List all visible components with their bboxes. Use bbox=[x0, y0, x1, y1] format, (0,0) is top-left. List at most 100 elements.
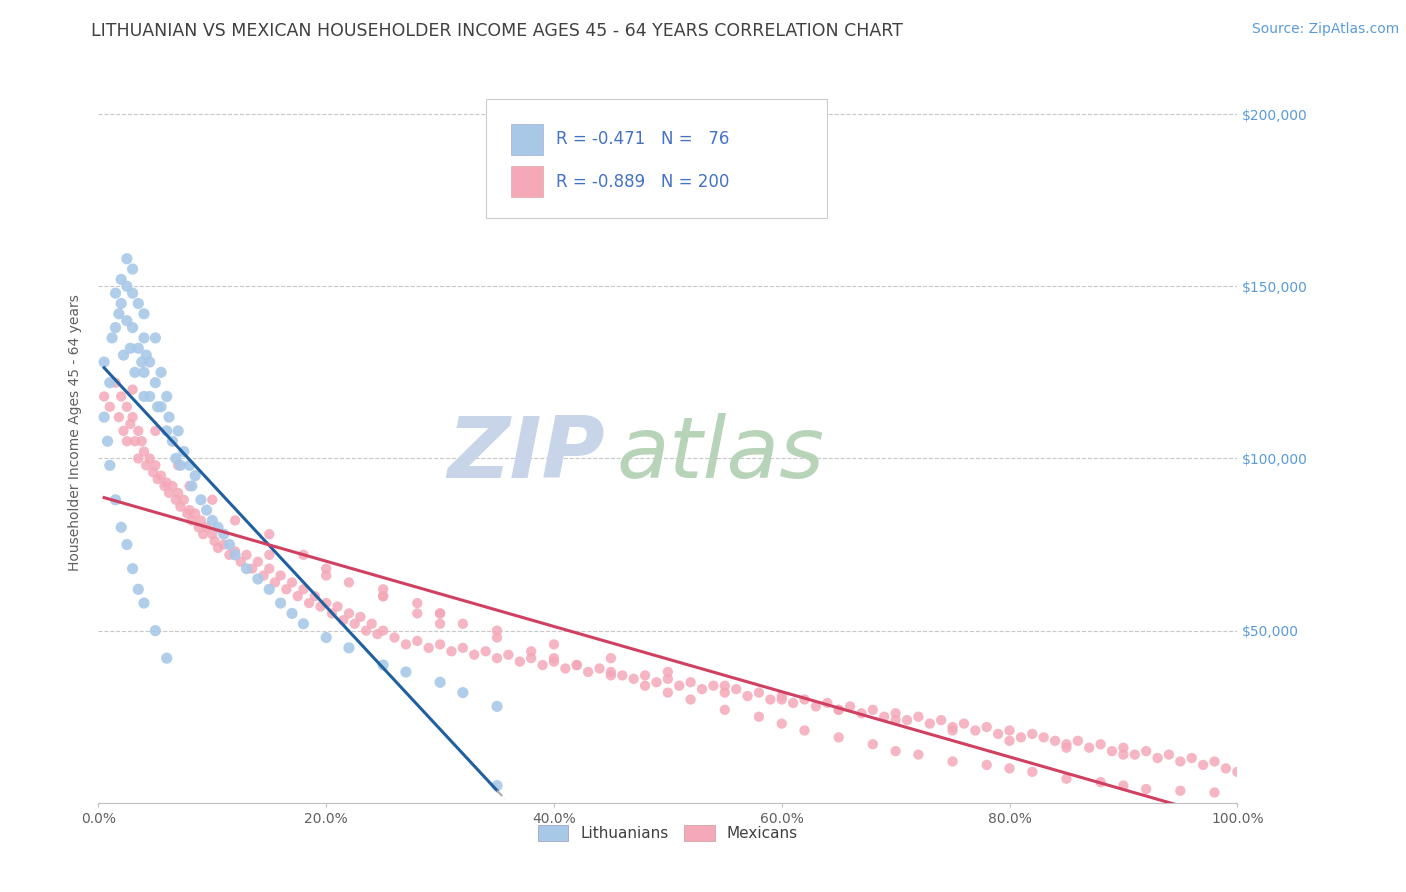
Point bbox=[246, 555, 269, 569]
Point bbox=[395, 665, 418, 679]
Point bbox=[486, 651, 509, 665]
Point bbox=[657, 685, 679, 699]
Point bbox=[138, 389, 160, 403]
Point bbox=[828, 703, 851, 717]
Point bbox=[884, 713, 907, 727]
Point bbox=[354, 624, 377, 638]
Point bbox=[998, 734, 1021, 748]
Point bbox=[98, 376, 121, 390]
Text: ZIP: ZIP bbox=[447, 413, 605, 496]
Point bbox=[770, 716, 793, 731]
Point bbox=[371, 658, 394, 673]
Point bbox=[132, 331, 155, 345]
Point bbox=[315, 568, 337, 582]
Point bbox=[531, 658, 554, 673]
Point bbox=[645, 675, 668, 690]
Point bbox=[287, 589, 309, 603]
Point bbox=[907, 747, 929, 762]
Point bbox=[112, 348, 135, 362]
Point bbox=[612, 668, 634, 682]
Point bbox=[486, 699, 509, 714]
Point bbox=[121, 383, 143, 397]
Point bbox=[145, 331, 167, 345]
Point bbox=[326, 599, 349, 614]
Point bbox=[138, 451, 160, 466]
Text: Source: ZipAtlas.com: Source: ZipAtlas.com bbox=[1251, 22, 1399, 37]
Point bbox=[828, 731, 851, 745]
Point bbox=[184, 507, 207, 521]
Point bbox=[976, 758, 998, 772]
Point bbox=[1054, 772, 1078, 786]
Point bbox=[600, 651, 623, 665]
Point bbox=[115, 314, 138, 328]
Point bbox=[173, 492, 195, 507]
Point bbox=[942, 755, 965, 769]
Point bbox=[110, 389, 132, 403]
Point bbox=[793, 723, 815, 738]
Point bbox=[793, 692, 815, 706]
Point bbox=[146, 400, 169, 414]
Point bbox=[543, 651, 565, 665]
Point bbox=[884, 744, 907, 758]
Point bbox=[132, 444, 155, 458]
Point bbox=[543, 655, 565, 669]
Point bbox=[565, 658, 588, 673]
Point bbox=[371, 624, 394, 638]
Point bbox=[124, 434, 146, 449]
Point bbox=[451, 616, 474, 631]
Point bbox=[127, 296, 149, 310]
Point bbox=[184, 468, 207, 483]
Point bbox=[862, 737, 884, 751]
Point bbox=[690, 682, 713, 697]
Point bbox=[167, 424, 190, 438]
Point bbox=[371, 582, 394, 597]
Point bbox=[131, 355, 153, 369]
Point bbox=[1146, 751, 1168, 765]
Point bbox=[1123, 747, 1146, 762]
Point bbox=[714, 679, 737, 693]
Point bbox=[162, 479, 184, 493]
Point bbox=[770, 692, 793, 706]
Point bbox=[623, 672, 645, 686]
Point bbox=[270, 568, 292, 582]
Point bbox=[179, 458, 201, 473]
Point bbox=[132, 365, 155, 379]
Point bbox=[108, 307, 131, 321]
Point bbox=[1054, 737, 1078, 751]
Point bbox=[474, 644, 496, 658]
Point bbox=[235, 561, 257, 575]
Point bbox=[135, 458, 157, 473]
Point bbox=[224, 513, 246, 527]
Point bbox=[167, 458, 190, 473]
Point bbox=[259, 548, 281, 562]
Point bbox=[1112, 779, 1135, 793]
Point bbox=[406, 596, 429, 610]
Point bbox=[554, 661, 576, 675]
Point bbox=[157, 486, 180, 500]
Point bbox=[828, 703, 851, 717]
Point bbox=[93, 410, 115, 425]
Point bbox=[259, 527, 281, 541]
Point bbox=[281, 575, 304, 590]
Point bbox=[429, 607, 451, 621]
Point bbox=[167, 486, 190, 500]
Point bbox=[153, 479, 176, 493]
Point bbox=[104, 492, 127, 507]
Point bbox=[429, 637, 451, 651]
Point bbox=[987, 727, 1010, 741]
Point bbox=[1170, 783, 1192, 797]
Point bbox=[259, 582, 281, 597]
Point bbox=[115, 252, 138, 266]
Point bbox=[770, 689, 793, 703]
Point bbox=[96, 434, 118, 449]
FancyBboxPatch shape bbox=[485, 99, 827, 218]
Point bbox=[101, 331, 124, 345]
Point bbox=[180, 479, 202, 493]
Point bbox=[679, 692, 702, 706]
Point bbox=[953, 716, 976, 731]
Point bbox=[588, 661, 610, 675]
Point bbox=[634, 679, 657, 693]
Point bbox=[132, 389, 155, 403]
Point bbox=[309, 599, 332, 614]
Text: R = -0.889   N = 200: R = -0.889 N = 200 bbox=[557, 173, 730, 191]
